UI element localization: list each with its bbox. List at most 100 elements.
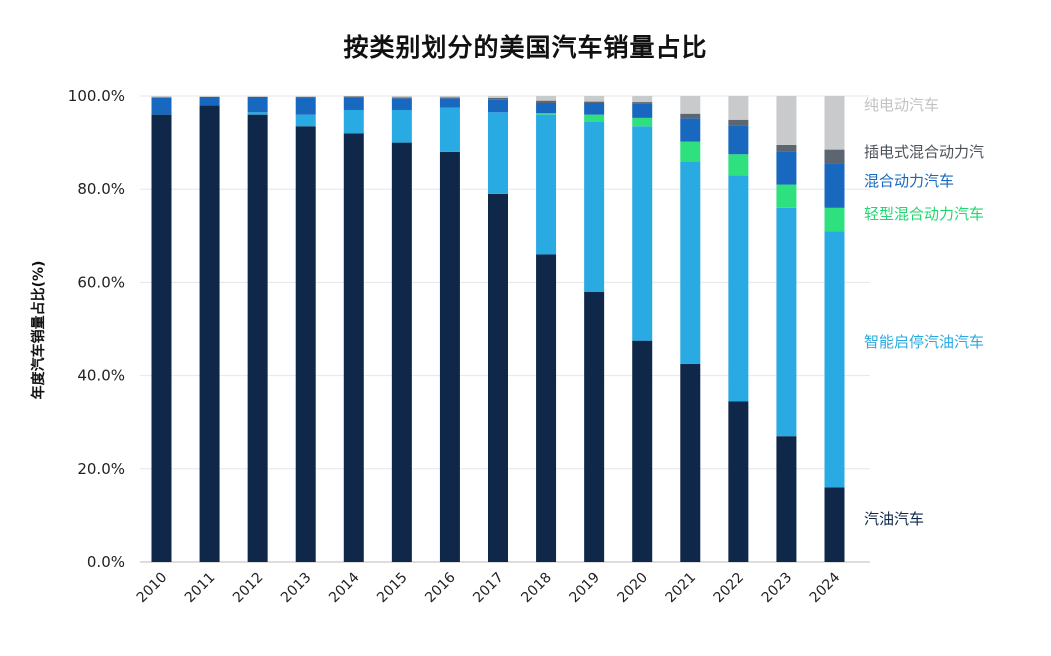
bar-segment [728, 96, 749, 120]
x-axis-ticks: 2010 2011 2012 2013 2014 2015 2016 2017 2018 2019… [134, 569, 844, 606]
x-tick-label: 2022 [711, 570, 748, 607]
bar-stack-2021 [680, 96, 701, 562]
x-tick-label: 2020 [615, 570, 652, 607]
bar-segment [680, 118, 701, 142]
bar-stack-2017 [488, 96, 508, 563]
bar-segment [343, 109, 364, 134]
bar-segment [632, 102, 653, 104]
bar-segment [151, 97, 172, 115]
bar-segment [391, 96, 412, 98]
bar-segment [295, 114, 316, 127]
y-tick-label: 20.0% [77, 460, 125, 478]
bar-segment [632, 340, 653, 562]
bar-stack-2013 [295, 96, 316, 562]
bar-segment [391, 98, 412, 110]
bar-segment [824, 163, 845, 208]
bar-segment [536, 113, 557, 115]
y-tick-label: 100.0% [68, 87, 125, 105]
bar-segment [536, 96, 557, 101]
bar-segment [824, 96, 845, 150]
x-tick-label: 2011 [182, 570, 219, 607]
bar-segment [391, 97, 412, 99]
bar-stack-2015 [391, 96, 412, 562]
bar-segment [247, 114, 268, 562]
bar-segment [199, 96, 220, 97]
bar-stack-2010 [151, 96, 172, 562]
bar-stack-2014 [343, 96, 364, 562]
x-tick-label: 2015 [374, 570, 411, 607]
bar-segment [680, 363, 701, 562]
bar-segment [295, 97, 316, 115]
bar-segment [199, 105, 220, 562]
bar-segment [488, 96, 508, 98]
bar-stack-2023 [776, 96, 797, 562]
bar-segment [343, 96, 364, 98]
x-tick-label: 2021 [663, 570, 700, 607]
bar-segment [536, 100, 557, 103]
chart-title: 按类别划分的美国汽车销量占比 [343, 33, 708, 62]
bar-stack-2020 [632, 96, 653, 562]
bar-segment [295, 96, 316, 97]
bar-segment [776, 207, 797, 437]
bar-segment [728, 119, 749, 126]
x-tick-label: 2023 [759, 570, 796, 607]
bar-segment [680, 96, 701, 114]
bar-segment [584, 96, 605, 102]
y-axis-ticks: 0.0% 20.0% 40.0% 60.0% 80.0% 100.0% [68, 87, 125, 571]
x-tick-label: 2012 [230, 570, 267, 607]
bar-stack-2018 [536, 96, 557, 562]
bar-segment [247, 96, 268, 113]
bar-segment [488, 99, 508, 113]
bar-segment [295, 126, 316, 562]
bar-segment [776, 144, 797, 152]
bar-segment [439, 96, 460, 98]
bar-segment [536, 254, 557, 562]
bar-segment [680, 113, 701, 119]
x-tick-label: 2018 [518, 570, 555, 607]
x-tick-label: 2024 [807, 569, 844, 606]
bar-segment [199, 96, 220, 106]
bar-segment [776, 151, 797, 185]
bar-segment [776, 96, 797, 145]
y-tick-label: 0.0% [87, 553, 125, 571]
bar-segment [776, 184, 797, 208]
legend-label: 混合动力汽车 [864, 172, 954, 190]
bar-segment [728, 125, 749, 155]
bar-segment [584, 101, 605, 103]
bar-segment [680, 161, 701, 364]
bar-segment [439, 107, 460, 152]
bar-segment [439, 97, 460, 99]
x-tick-label: 2010 [134, 570, 171, 607]
bar-segment [391, 142, 412, 562]
bar-segment [632, 103, 653, 118]
x-tick-label: 2019 [566, 570, 603, 607]
bar-segment [824, 487, 845, 562]
y-tick-label: 40.0% [77, 367, 125, 385]
legend-label: 插电式混合动力汽 [864, 143, 984, 161]
bar-segment [391, 109, 412, 143]
bar-segment [824, 207, 845, 232]
legend-label: 轻型混合动力汽车 [864, 205, 984, 223]
bar-segment [488, 193, 508, 563]
bar-stack-2012 [247, 96, 268, 562]
bar-segment [632, 126, 653, 341]
bar-segment [343, 97, 364, 110]
bars [151, 96, 845, 563]
bar-segment [151, 114, 172, 562]
bar-segment [584, 114, 605, 122]
bar-segment [728, 401, 749, 562]
legend-label: 智能启停汽油汽车 [864, 333, 984, 351]
bar-segment [439, 98, 460, 108]
bar-segment [632, 117, 653, 127]
bar-segment [584, 121, 605, 292]
bar-stack-2016 [439, 96, 460, 563]
bar-stack-2011 [199, 96, 220, 562]
bar-segment [488, 112, 508, 194]
bar-stack-2019 [584, 96, 605, 562]
y-tick-label: 80.0% [77, 180, 125, 198]
y-tick-label: 60.0% [77, 273, 125, 291]
bar-segment [247, 112, 268, 115]
bar-segment [151, 96, 172, 98]
bar-segment [439, 151, 460, 563]
